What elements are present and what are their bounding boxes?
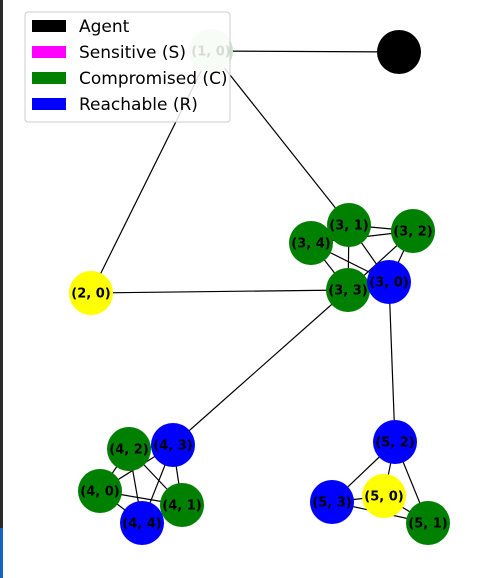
node-circle-3-0[interactable] — [367, 260, 411, 304]
node-3-1[interactable]: (3, 1) — [327, 203, 371, 247]
node-4-4[interactable]: (4, 4) — [120, 501, 164, 545]
node-label-3-0: (3, 0) — [369, 276, 408, 291]
legend-swatch-2 — [32, 72, 66, 84]
legend-swatch-0 — [32, 20, 66, 32]
node-circle-4-3[interactable] — [151, 423, 195, 467]
legend-label-3: Reachable (R) — [79, 95, 198, 115]
left-window-edge-accent — [0, 528, 3, 578]
node-3-0[interactable]: (3, 0) — [367, 260, 411, 304]
node-label-5-3: (5, 3) — [312, 496, 351, 511]
node-circle-3-1[interactable] — [327, 203, 371, 247]
node-circle-agent[interactable] — [377, 30, 421, 74]
node-5-0[interactable]: (5, 0) — [362, 474, 406, 518]
node-label-3-3: (3, 3) — [328, 284, 367, 299]
node-label-4-3: (4, 3) — [153, 439, 192, 454]
node-circle-3-2[interactable] — [391, 209, 435, 253]
node-label-3-1: (3, 1) — [329, 219, 368, 234]
edge-3-0-5-2 — [388, 281, 396, 443]
edge-1-0-3-1 — [210, 50, 350, 226]
legend-items: Agent Sensitive (S) Compromised (C) Reachab… — [32, 17, 228, 115]
node-4-2[interactable]: (4, 2) — [107, 427, 151, 471]
legend-label-2: Compromised (C) — [79, 69, 228, 89]
node-label-5-2: (5, 2) — [375, 436, 414, 451]
node-label-5-1: (5, 1) — [408, 517, 447, 532]
node-circle-3-4[interactable] — [289, 221, 333, 265]
node-label-4-4: (4, 4) — [122, 517, 161, 532]
edge-agent-1-0 — [210, 50, 400, 53]
nodes-layer: (1, 0)(2, 0)(3, 1)(3, 2)(3, 4)(3, 3)(3, … — [69, 29, 450, 545]
node-label-4-0: (4, 0) — [80, 485, 119, 500]
node-label-2-0: (2, 0) — [71, 287, 110, 302]
node-2-0[interactable]: (2, 0) — [69, 271, 113, 315]
node-agent[interactable] — [377, 30, 421, 74]
node-4-1[interactable]: (4, 1) — [160, 483, 204, 527]
node-4-0[interactable]: (4, 0) — [78, 469, 122, 513]
node-3-4[interactable]: (3, 4) — [289, 221, 333, 265]
node-circle-2-0[interactable] — [69, 271, 113, 315]
legend: Agent Sensitive (S) Compromised (C) Reachab… — [24, 11, 231, 123]
node-circle-4-0[interactable] — [78, 469, 122, 513]
node-circle-4-4[interactable] — [120, 501, 164, 545]
node-5-1[interactable]: (5, 1) — [406, 501, 450, 545]
legend-swatch-3 — [32, 98, 66, 110]
legend-frame — [24, 11, 231, 123]
node-4-3[interactable]: (4, 3) — [151, 423, 195, 467]
node-circle-5-2[interactable] — [373, 420, 417, 464]
node-label-4-2: (4, 2) — [109, 443, 148, 458]
node-5-2[interactable]: (5, 2) — [373, 420, 417, 464]
node-5-3[interactable]: (5, 3) — [310, 480, 354, 524]
edge-2-0-3-3 — [90, 289, 349, 294]
node-circle-4-2[interactable] — [107, 427, 151, 471]
node-circle-5-0[interactable] — [362, 474, 406, 518]
node-circle-3-3[interactable] — [326, 268, 370, 312]
legend-swatch-1 — [32, 46, 66, 58]
edge-3-3-4-3 — [172, 289, 349, 446]
legend-label-1: Sensitive (S) — [79, 43, 186, 63]
node-circle-4-1[interactable] — [160, 483, 204, 527]
node-circle-5-3[interactable] — [310, 480, 354, 524]
node-label-3-2: (3, 2) — [393, 225, 432, 240]
legend-label-0: Agent — [79, 17, 130, 37]
node-label-3-4: (3, 4) — [291, 237, 330, 252]
left-window-edge — [0, 0, 3, 578]
node-3-3[interactable]: (3, 3) — [326, 268, 370, 312]
node-label-5-0: (5, 0) — [364, 490, 403, 505]
node-label-4-1: (4, 1) — [162, 499, 201, 514]
node-circle-5-1[interactable] — [406, 501, 450, 545]
node-3-2[interactable]: (3, 2) — [391, 209, 435, 253]
